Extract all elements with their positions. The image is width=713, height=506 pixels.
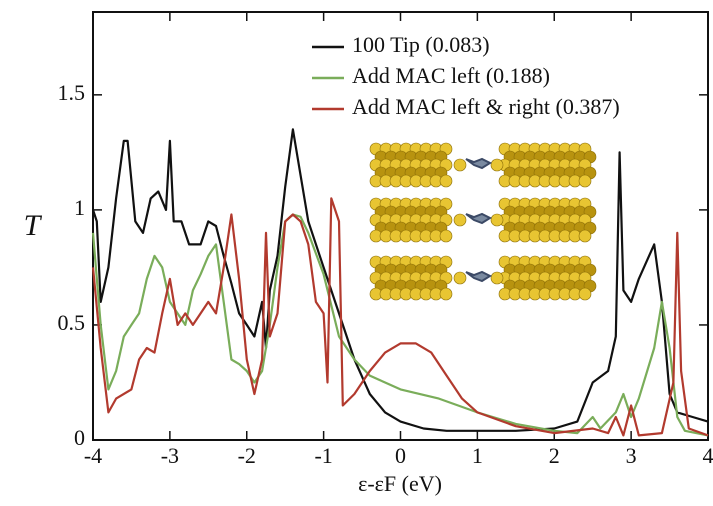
molecule (465, 212, 493, 225)
gold-atom (578, 174, 592, 188)
y-tick-label: 0.5 (58, 310, 86, 335)
x-axis-label: ε-εF (eV) (358, 471, 442, 496)
x-tick-label: 0 (395, 443, 406, 468)
x-tick-label: -1 (314, 443, 332, 468)
x-tick-label: 1 (472, 443, 483, 468)
legend-label: Add MAC left (0.188) (352, 63, 550, 88)
gold-atom (490, 271, 504, 285)
gold-atom (453, 271, 467, 285)
x-tick-label: -2 (238, 443, 256, 468)
x-tick-label: -4 (84, 443, 102, 468)
series-line (91, 128, 709, 432)
legend-label: 100 Tip (0.083) (352, 32, 490, 57)
x-tick-label: 3 (626, 443, 637, 468)
gold-atom (578, 287, 592, 301)
x-tick-label: 4 (703, 443, 713, 468)
y-tick-label: 1 (74, 195, 85, 220)
y-tick-label: 1.5 (58, 80, 86, 105)
legend-label: Add MAC left & right (0.387) (352, 94, 620, 119)
y-tick-label: 0 (74, 425, 85, 450)
gold-atom (490, 213, 504, 227)
x-tick-label: 2 (549, 443, 560, 468)
x-tick-label: -3 (161, 443, 179, 468)
gold-atom (578, 229, 592, 243)
gold-atom (439, 287, 453, 301)
structure-inset (369, 142, 597, 301)
gold-atom (453, 158, 467, 172)
gold-atom (453, 213, 467, 227)
gold-atom (439, 174, 453, 188)
molecule (465, 157, 493, 170)
gold-atom (490, 158, 504, 172)
y-axis-label: T (24, 209, 43, 242)
molecule (465, 270, 493, 283)
series-line (91, 197, 709, 437)
gold-atom (439, 229, 453, 243)
